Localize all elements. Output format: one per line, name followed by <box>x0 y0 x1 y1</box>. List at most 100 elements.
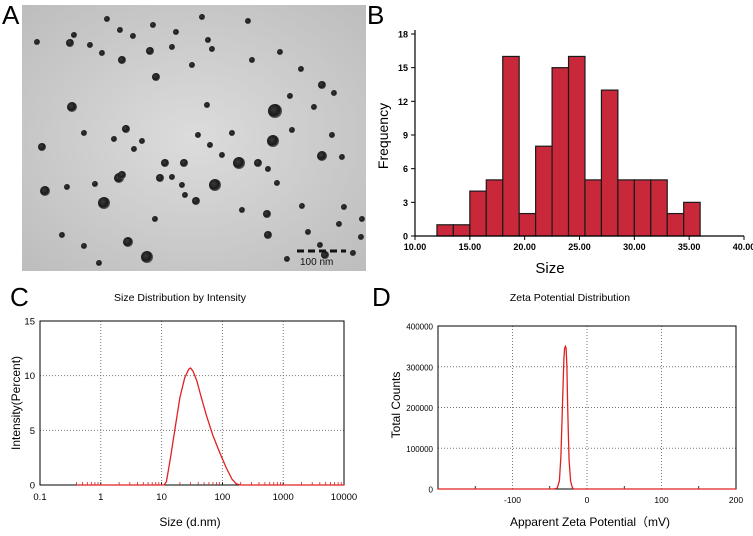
tem-image: 100 nm <box>22 5 366 271</box>
y-axis-label: Total Counts <box>389 372 403 439</box>
nanoparticle <box>204 102 210 108</box>
nanoparticle <box>284 256 290 262</box>
histogram-bar <box>452 224 471 237</box>
nanoparticle <box>179 182 185 188</box>
nanoparticle <box>81 243 87 249</box>
nanoparticle <box>268 104 282 118</box>
nanoparticle <box>254 159 262 167</box>
nanoparticle <box>98 197 110 209</box>
x-tick-label: 10.00 <box>404 242 427 252</box>
x-tick-label: 25.00 <box>568 242 591 252</box>
histogram-bar <box>683 201 701 237</box>
nanoparticle <box>38 143 46 151</box>
nanoparticle <box>317 151 327 161</box>
nanoparticle <box>96 260 102 266</box>
nanoparticle <box>341 204 347 210</box>
histogram-bar <box>469 190 487 237</box>
y-tick-label: 9 <box>403 131 408 141</box>
x-tick-label: 10000 <box>331 492 357 503</box>
nanoparticle <box>199 14 205 20</box>
y-tick-label: 12 <box>398 97 408 107</box>
y-axis-label: Frequency <box>375 103 391 169</box>
nanoparticle <box>299 203 305 209</box>
panel-letter-a: A <box>2 0 20 30</box>
nanoparticle <box>59 232 65 238</box>
nanoparticle <box>169 44 175 50</box>
x-axis-label: Size <box>535 260 564 277</box>
nanoparticle <box>71 32 77 38</box>
nanoparticle <box>141 251 153 263</box>
nanoparticle <box>122 125 130 133</box>
nanoparticle <box>92 181 98 187</box>
nanoparticle <box>180 159 188 167</box>
panel-letter-d: D <box>372 282 391 312</box>
nanoparticle <box>321 251 329 259</box>
nanoparticle <box>117 27 123 33</box>
nanoparticle <box>40 186 50 196</box>
nanoparticle <box>331 90 337 96</box>
histogram-bar <box>600 89 619 237</box>
nanoparticle <box>64 184 70 190</box>
nanoparticle <box>209 179 221 191</box>
nanoparticle <box>169 174 175 180</box>
nanoparticle <box>81 130 87 136</box>
nanoparticle <box>87 42 93 48</box>
nanoparticle <box>156 174 164 182</box>
y-tick-label: 18 <box>398 30 408 40</box>
x-tick-labels: 0.1 1 10 100 1000 10000 <box>33 492 357 503</box>
histogram-bar <box>436 224 454 237</box>
chart-title: Size Distribution by Intensity <box>114 292 247 304</box>
nanoparticle <box>209 46 215 52</box>
nanoparticle <box>336 221 342 227</box>
nanoparticle <box>239 207 245 213</box>
x-tick-labels: 10.00 15.00 20.00 25.00 30.00 35.00 40.00 <box>404 236 753 252</box>
y-axis-label: Intensity(Percent) <box>9 356 23 450</box>
x-tick-label: 30.00 <box>623 242 646 252</box>
x-tick-label: 35.00 <box>678 242 701 252</box>
nanoparticle <box>277 49 283 55</box>
x-tick-label: 100 <box>654 495 668 505</box>
histogram-bar <box>485 179 504 237</box>
nanoparticle <box>264 231 272 239</box>
nanoparticle <box>245 18 251 24</box>
x-axis-label: Apparent Zeta Potential（mV) <box>510 515 670 529</box>
y-tick-labels: 0 100000 200000 300000 400000 <box>406 323 433 495</box>
nanoparticle <box>249 57 255 63</box>
zeta-curve <box>438 344 736 490</box>
nanoparticle <box>274 180 280 186</box>
x-tick-label: 1000 <box>273 492 294 503</box>
nanoparticle <box>318 81 326 89</box>
histogram-bar <box>666 212 685 237</box>
nanoparticle <box>161 159 169 167</box>
nanoparticle <box>298 66 304 72</box>
y-tick-label: 0 <box>30 481 35 492</box>
nanoparticle <box>67 102 77 112</box>
x-axis-label: Size (d.nm) <box>159 515 220 529</box>
nanoparticle <box>192 197 200 205</box>
y-tick-label: 5 <box>30 426 35 437</box>
y-tick-labels: 0 3 6 9 12 15 18 <box>398 30 415 242</box>
y-tick-labels: 0 5 10 15 <box>24 317 35 492</box>
nanoparticle <box>99 50 105 56</box>
x-tick-labels: -100 0 100 200 <box>504 495 743 505</box>
nanoparticle <box>339 154 345 160</box>
nanoparticle <box>205 37 211 43</box>
histogram-bar <box>518 212 537 237</box>
nanoparticle <box>219 152 225 158</box>
nanoparticle <box>207 142 213 148</box>
nanoparticle <box>317 242 323 248</box>
nanoparticle <box>233 157 245 169</box>
nanoparticle <box>195 132 201 138</box>
scale-bar-label: 100 nm <box>300 257 333 268</box>
y-tick-label: 6 <box>403 164 408 174</box>
histogram-bar <box>584 179 603 237</box>
grid <box>438 326 736 489</box>
nanoparticle <box>139 138 145 144</box>
histogram-bar <box>567 55 586 237</box>
nanoparticle <box>359 216 365 222</box>
nanoparticle <box>182 192 188 198</box>
x-tick-label: 200 <box>729 495 743 505</box>
histogram-bar <box>551 67 570 237</box>
x-tick-label: -100 <box>504 495 521 505</box>
plot-frame <box>39 320 345 486</box>
